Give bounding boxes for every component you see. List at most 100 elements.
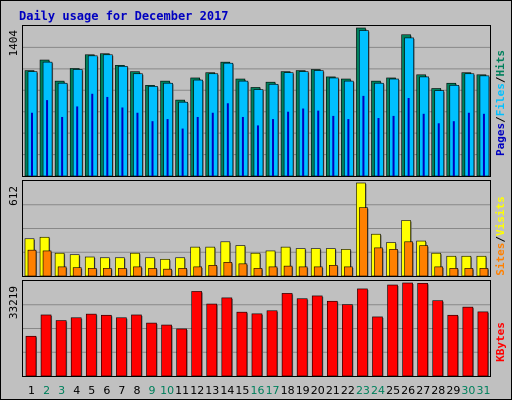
bar-sites-day-6: [103, 268, 112, 277]
bar-pages-day-22: [347, 119, 350, 176]
bar-pages-day-29: [452, 121, 455, 176]
x-tick-label-day-25: 25: [386, 384, 400, 397]
x-tick-label-day-15: 15: [235, 384, 249, 397]
x-tick-label-day-19: 19: [296, 384, 310, 397]
legend-separator: /: [494, 76, 507, 83]
bar-pages-day-31: [482, 113, 485, 176]
legend: KBytes: [494, 322, 507, 362]
x-tick-label-day-20: 20: [311, 384, 325, 397]
bar-pages-day-18: [287, 111, 290, 176]
bar-pages-day-28: [437, 123, 440, 176]
bar-sites-day-11: [178, 268, 187, 277]
bar-kbytes-day-27: [417, 283, 428, 377]
bar-pages-day-25: [392, 115, 395, 176]
bar-sites-day-30: [464, 268, 474, 277]
x-tick-label-day-17: 17: [266, 384, 280, 397]
x-tick-label-day-18: 18: [281, 384, 295, 397]
bar-pages-day-23: [362, 95, 365, 176]
x-axis-labels: 1 2 3 4 5 6 7 8 9 10 11 12 13 14 15 16 17 18 19 20 21 22 23 24 2…: [28, 384, 490, 397]
bar-kbytes-day-21: [326, 300, 338, 377]
x-tick-label-day-2: 2: [43, 384, 50, 397]
bar-pages-day-13: [211, 112, 214, 176]
legend-separator: /: [494, 236, 507, 243]
bar-kbytes-day-19: [296, 298, 308, 377]
bar-pages-day-24: [377, 118, 380, 176]
bar-pages-day-4: [76, 106, 79, 176]
bar-kbytes-day-17: [266, 310, 278, 377]
bar-kbytes-day-11: [176, 328, 187, 377]
x-tick-label-day-21: 21: [326, 384, 340, 397]
x-tick-label-day-16: 16: [251, 384, 265, 397]
bar-kbytes-day-2: [40, 314, 52, 377]
bar-kbytes-day-9: [146, 322, 157, 377]
bar-kbytes-day-23: [357, 288, 368, 377]
bar-pages-day-1: [31, 112, 33, 176]
bar-sites-day-16: [253, 268, 263, 277]
bar-kbytes-day-28: [432, 300, 444, 377]
bar-pages-day-15: [241, 116, 244, 176]
bar-sites-day-27: [419, 245, 428, 277]
x-tick-label-day-14: 14: [220, 384, 234, 397]
bar-pages-day-8: [136, 112, 139, 176]
legend-entry-hits: Hits: [494, 50, 507, 77]
bar-sites-day-12: [193, 266, 203, 277]
bar-kbytes-day-6: [101, 314, 112, 377]
x-tick-label-day-12: 12: [190, 384, 204, 397]
bar-pages-day-11: [181, 128, 184, 176]
bar-pages-day-9: [151, 121, 154, 176]
bar-pages-day-17: [272, 119, 275, 176]
x-tick-label-day-11: 11: [175, 384, 189, 397]
x-tick-label-day-27: 27: [416, 384, 430, 397]
bar-sites-day-19: [298, 266, 308, 277]
bar-kbytes-day-16: [251, 313, 263, 377]
legend-entry-kbytes: KBytes: [494, 322, 507, 362]
bar-sites-day-31: [479, 268, 489, 277]
bar-sites-day-29: [449, 268, 459, 277]
legend-entry-visits: Visits: [494, 196, 507, 236]
x-tick-label-day-22: 22: [341, 384, 355, 397]
bar-sites-day-21: [328, 265, 338, 277]
bar-kbytes-day-13: [206, 303, 218, 377]
bar-pages-day-5: [91, 93, 94, 176]
visits-panel: 612 Sites/Visits: [7, 180, 507, 277]
bar-sites-day-9: [148, 268, 157, 277]
x-tick-label-day-29: 29: [446, 384, 460, 397]
bar-sites-day-25: [389, 249, 398, 277]
x-tick-label-day-10: 10: [160, 384, 174, 397]
chart-title: Daily usage for December 2017: [19, 9, 229, 23]
y-max-label: 33219: [7, 286, 20, 319]
bar-kbytes-day-5: [85, 313, 97, 377]
bar-sites-day-7: [118, 268, 127, 277]
bar-sites-day-23: [359, 207, 368, 277]
bar-sites-day-15: [238, 263, 248, 277]
bar-sites-day-20: [313, 266, 323, 277]
bar-sites-day-14: [223, 262, 233, 277]
x-tick-label-day-9: 9: [149, 384, 156, 397]
bar-pages-day-30: [467, 112, 470, 176]
bar-pages-day-6: [106, 96, 109, 176]
bar-kbytes-day-25: [387, 284, 398, 377]
x-tick-label-day-30: 30: [461, 384, 475, 397]
x-tick-label-day-5: 5: [88, 384, 95, 397]
bar-kbytes-day-14: [221, 297, 233, 377]
bar-pages-day-27: [422, 113, 425, 176]
bar-kbytes-day-18: [281, 293, 293, 377]
bar-kbytes-day-10: [161, 324, 172, 377]
y-max-label: 1404: [7, 30, 20, 57]
legend-separator: /: [494, 116, 507, 123]
bar-sites-day-18: [283, 265, 293, 277]
bar-kbytes-day-20: [311, 295, 323, 377]
bar-sites-day-17: [268, 266, 278, 277]
bar-sites-day-13: [208, 265, 218, 277]
bar-sites-day-3: [57, 266, 67, 277]
x-tick-label-day-3: 3: [58, 384, 65, 397]
x-tick-label-day-24: 24: [371, 384, 385, 397]
bar-pages-day-21: [332, 115, 335, 176]
x-tick-label-day-1: 1: [28, 384, 35, 397]
bar-pages-day-20: [317, 110, 320, 176]
x-tick-label-day-26: 26: [401, 384, 415, 397]
x-tick-label-day-13: 13: [205, 384, 219, 397]
x-tick-label-day-23: 23: [356, 384, 370, 397]
